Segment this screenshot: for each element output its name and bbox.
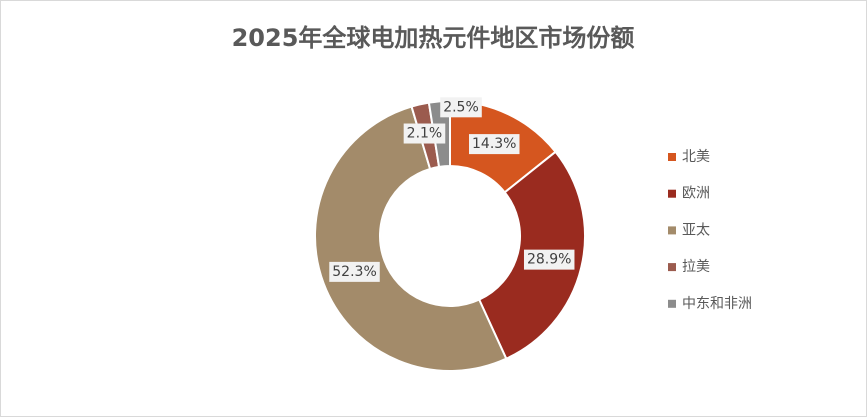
legend-swatch: [668, 263, 676, 272]
data-label: 52.3%: [332, 264, 376, 280]
donut-slice: [314, 105, 508, 372]
data-label-box: [403, 123, 446, 144]
legend-label: 欧洲: [682, 186, 710, 202]
data-label-box: [329, 261, 380, 282]
legend-swatch: [668, 153, 676, 161]
legend-swatch: [668, 299, 676, 308]
data-label-box: [440, 97, 482, 118]
legend-label: 拉美: [682, 259, 710, 275]
data-label-box: [469, 134, 520, 155]
data-label: 2.1%: [407, 126, 443, 142]
legend-label: 中东和非洲: [682, 296, 752, 312]
data-label: 2.5%: [443, 99, 479, 115]
data-label-box: [523, 249, 575, 270]
data-label: 14.3%: [472, 136, 516, 152]
legend-label: 亚太: [682, 222, 710, 238]
legend-swatch: [668, 189, 676, 198]
legend-label: 北美: [682, 149, 710, 165]
data-label: 28.9%: [527, 252, 571, 268]
legend-swatch: [668, 226, 676, 235]
chart-title: 2025年全球电加热元件地区市场份额: [232, 24, 635, 52]
